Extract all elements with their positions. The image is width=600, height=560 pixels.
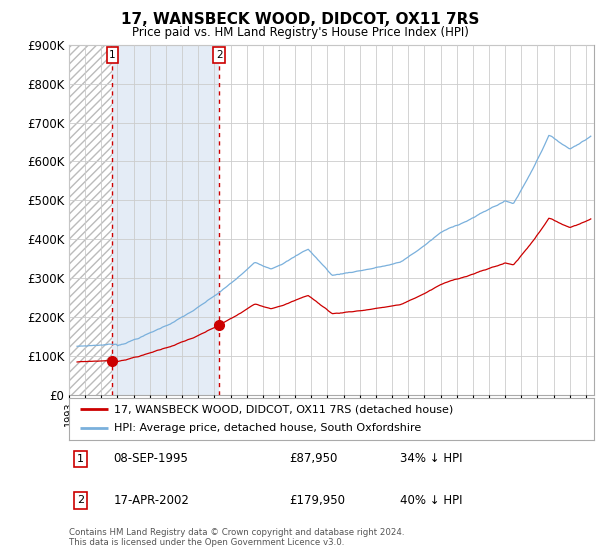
Text: 1: 1: [109, 50, 116, 60]
Text: 34% ↓ HPI: 34% ↓ HPI: [400, 452, 462, 465]
Text: 2: 2: [216, 50, 223, 60]
Text: HPI: Average price, detached house, South Oxfordshire: HPI: Average price, detached house, Sout…: [113, 423, 421, 433]
Text: 08-SEP-1995: 08-SEP-1995: [113, 452, 188, 465]
Text: £179,950: £179,950: [290, 494, 346, 507]
Text: 17, WANSBECK WOOD, DIDCOT, OX11 7RS (detached house): 17, WANSBECK WOOD, DIDCOT, OX11 7RS (det…: [113, 404, 453, 414]
Text: 17, WANSBECK WOOD, DIDCOT, OX11 7RS: 17, WANSBECK WOOD, DIDCOT, OX11 7RS: [121, 12, 479, 27]
Text: £87,950: £87,950: [290, 452, 338, 465]
Text: 40% ↓ HPI: 40% ↓ HPI: [400, 494, 462, 507]
Text: 17-APR-2002: 17-APR-2002: [113, 494, 190, 507]
Text: 2: 2: [77, 496, 84, 506]
Text: Price paid vs. HM Land Registry's House Price Index (HPI): Price paid vs. HM Land Registry's House …: [131, 26, 469, 39]
Text: Contains HM Land Registry data © Crown copyright and database right 2024.
This d: Contains HM Land Registry data © Crown c…: [69, 528, 404, 547]
Bar: [69, 45, 112, 395]
Bar: [112, 45, 219, 395]
Text: 1: 1: [77, 454, 84, 464]
